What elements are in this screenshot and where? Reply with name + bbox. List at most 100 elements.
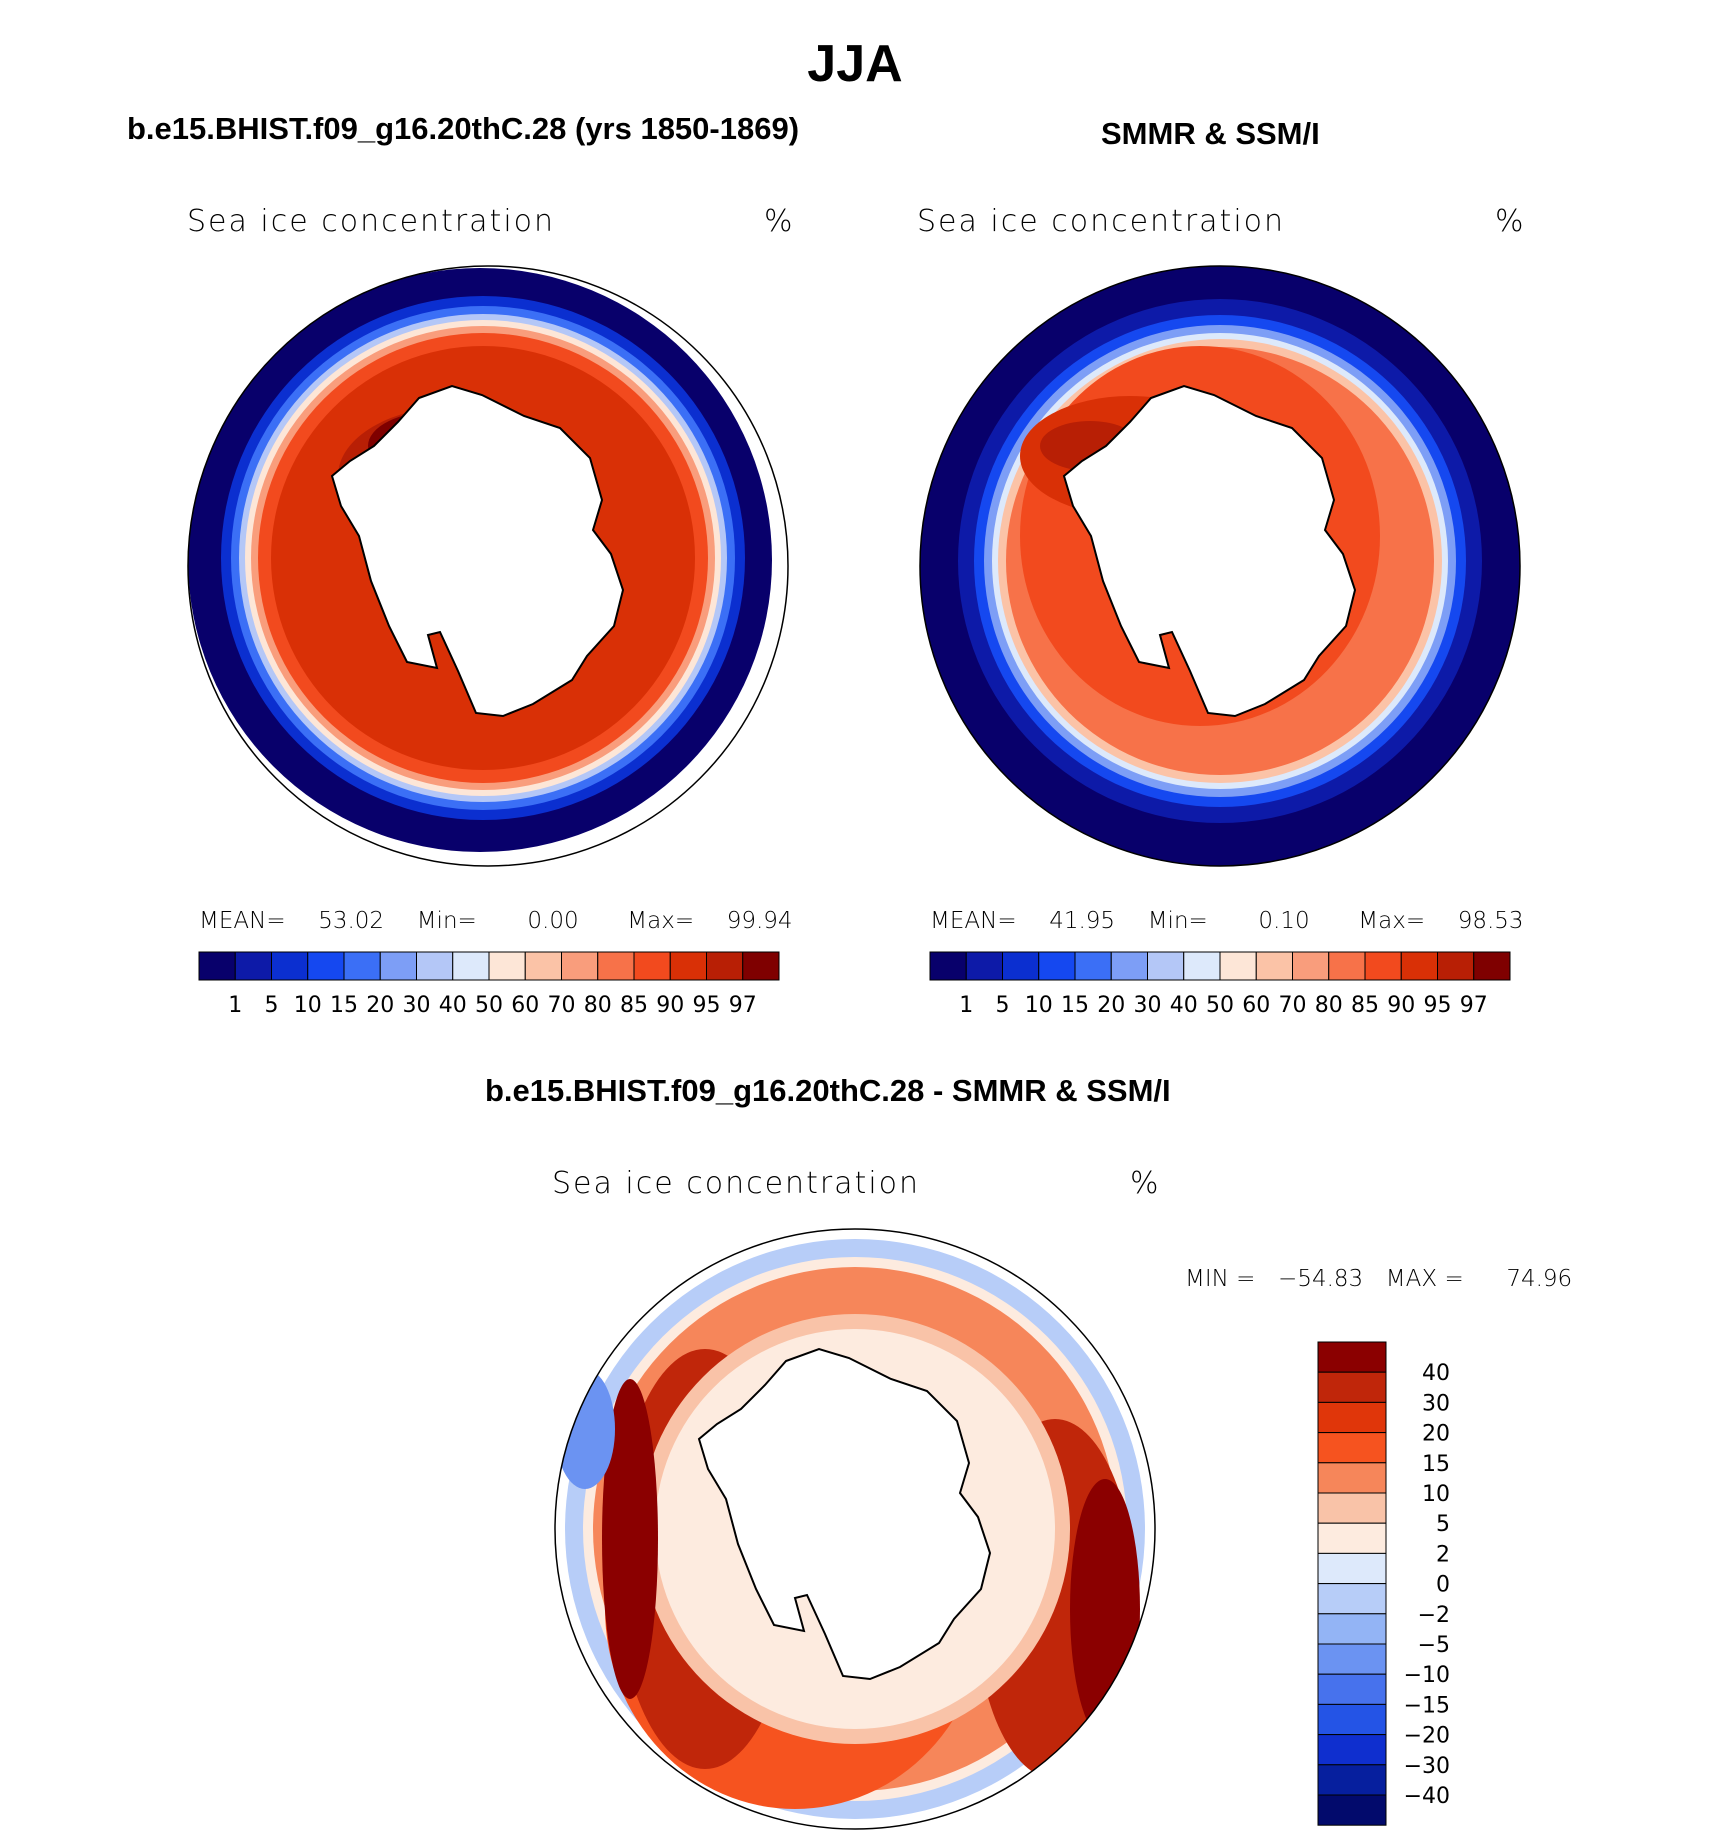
contour-band (555, 1369, 615, 1489)
colorbar-tick-label: 90 (656, 993, 684, 1018)
colorbar-swatch (1317, 1432, 1387, 1464)
colorbar-tick-label: 80 (1315, 993, 1343, 1018)
map-3-boundary (554, 1228, 1156, 1830)
map-panel-1 (188, 266, 788, 856)
panel-1-units: % (764, 204, 795, 239)
colorbar-tick-label: 95 (1424, 993, 1452, 1018)
colorbar-tick-label: 30 (403, 993, 431, 1018)
max-value: 98.53 (1457, 908, 1524, 934)
colorbar-tick-label: 40 (1170, 993, 1198, 1018)
colorbar-tick-label: 1 (959, 993, 973, 1018)
contour-band (602, 1379, 658, 1699)
map-2-boundary (919, 265, 1521, 867)
colorbar-tick-label: 5 (265, 993, 279, 1018)
colorbar-swatch (1317, 1764, 1387, 1796)
antarctica-coastline (1062, 384, 1357, 718)
colorbar-tick-label: −30 (1404, 1754, 1450, 1779)
panel-3-units: % (1130, 1166, 1161, 1201)
max-label: Max= (1358, 908, 1426, 934)
colorbar-tick-label: −2 (1418, 1603, 1450, 1628)
contour-band (1070, 1479, 1140, 1739)
map-1-boundary (187, 265, 789, 867)
colorbar-tick-label: 97 (1460, 993, 1488, 1018)
colorbar-swatch (1317, 1613, 1387, 1645)
colorbar-swatch (343, 951, 381, 981)
colorbar-swatch (307, 951, 345, 981)
colorbar-swatch (1317, 1492, 1387, 1524)
colorbar-swatch (1317, 1734, 1387, 1766)
colorbar-tick-label: 1 (228, 993, 242, 1018)
colorbar-swatch (1437, 951, 1475, 981)
antarctica-coastline (330, 384, 625, 718)
colorbar-panel-2: 1 5 10 15 20 30 40 50 60 70 80 85 90 95 97 (929, 951, 1511, 1018)
colorbar-swatch (1317, 1583, 1387, 1615)
max-value: 74.96 (1506, 1266, 1573, 1292)
colorbar-swatch (1317, 1552, 1387, 1585)
colorbar-tick-label: 0 (1436, 1573, 1450, 1598)
panel-3-variable: Sea ice concentration (552, 1166, 921, 1201)
colorbar-swatch (1400, 951, 1438, 981)
colorbar-tick-label: 10 (1422, 1482, 1450, 1507)
colorbar-swatch (1317, 1643, 1387, 1675)
main-title: JJA (807, 35, 903, 93)
colorbar-tick-label: 10 (294, 993, 322, 1018)
colorbar-tick-label: −5 (1418, 1633, 1450, 1658)
colorbar-swatch (929, 951, 967, 981)
colorbar-swatch (1317, 1794, 1387, 1826)
colorbar-tick-label: 85 (620, 993, 648, 1018)
colorbar-tick-label: 90 (1387, 993, 1415, 1018)
colorbar-tick-label: 60 (511, 993, 539, 1018)
colorbar-swatch (633, 951, 671, 981)
colorbar-tick-label: 15 (1422, 1452, 1450, 1477)
colorbar-tick-label: −40 (1404, 1784, 1450, 1809)
colorbar-tick-label: 30 (1422, 1391, 1450, 1416)
colorbar-swatch (1317, 1341, 1387, 1373)
colorbar-swatch (1255, 951, 1293, 981)
colorbar-swatch (1328, 951, 1366, 981)
map-panel-2 (920, 266, 1520, 866)
mean-label: MEAN= (930, 908, 1017, 934)
colorbar-swatch (1002, 951, 1040, 981)
colorbar-tick-label: 95 (693, 993, 721, 1018)
map-panel-3 (555, 1229, 1155, 1829)
colorbar-swatch (1317, 1703, 1387, 1736)
colorbar-swatch (1147, 951, 1185, 981)
colorbar-tick-label: 20 (1422, 1422, 1450, 1447)
colorbar-tick-label: 70 (548, 993, 576, 1018)
colorbar-tick-label: 50 (1206, 993, 1234, 1018)
colorbar-swatch (1317, 1673, 1387, 1705)
min-value: 0.10 (1258, 908, 1310, 934)
colorbar-tick-label: 40 (1422, 1361, 1450, 1386)
min-label: Min= (1147, 908, 1208, 934)
panel-2-units: % (1495, 204, 1526, 239)
colorbar-swatch (706, 951, 744, 981)
colorbar-swatch (1317, 1401, 1387, 1434)
panel-3-stats: MIN = −54.83 MAX = 74.96 (1185, 1266, 1572, 1292)
colorbar-tick-label: −10 (1404, 1663, 1450, 1688)
colorbar-panel-1: 1 5 10 15 20 30 40 50 60 70 80 85 90 95 97 (198, 951, 780, 1018)
colorbar-swatch (488, 951, 526, 981)
colorbar-swatch (1074, 951, 1112, 981)
colorbar-tick-label: 20 (1097, 993, 1125, 1018)
colorbar-swatch (416, 951, 454, 981)
antarctica-coastline (697, 1347, 992, 1681)
colorbar-tick-label: 60 (1242, 993, 1270, 1018)
colorbar-swatch (271, 951, 309, 981)
panel-3-title: b.e15.BHIST.f09_g16.20thC.28 - SMMR & SS… (485, 1073, 1171, 1108)
colorbar-tick-label: 15 (1061, 993, 1089, 1018)
colorbar-swatch (1110, 951, 1148, 981)
colorbar-tick-label: 30 (1134, 993, 1162, 1018)
colorbar-tick-label: 80 (584, 993, 612, 1018)
min-label: Min= (416, 908, 477, 934)
colorbar-swatch (1038, 951, 1076, 981)
colorbar-swatch (1317, 1462, 1387, 1494)
panel-2-stats: MEAN= 41.95 Min= 0.10 Max= 98.53 (930, 908, 1524, 934)
colorbar-swatch (234, 951, 272, 981)
max-label: Max= (627, 908, 695, 934)
panel-2-title: SMMR & SSM/I (1101, 116, 1320, 151)
colorbar-swatch (1292, 951, 1330, 981)
colorbar-swatch (742, 951, 780, 981)
colorbar-tick-label: 85 (1351, 993, 1379, 1018)
colorbar-tick-label: 10 (1025, 993, 1053, 1018)
